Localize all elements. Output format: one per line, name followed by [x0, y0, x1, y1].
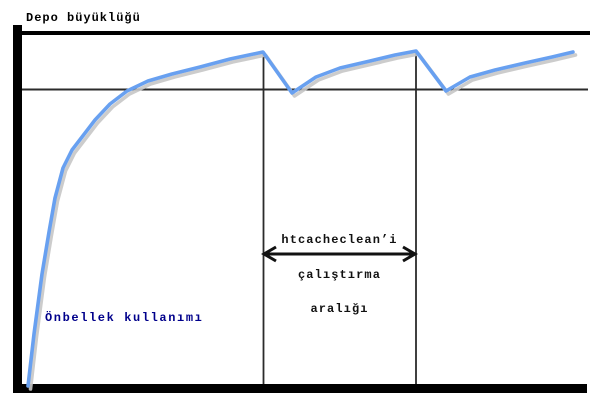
cache-usage-curve [26, 49, 575, 388]
annotation-line-3: aralığı [310, 302, 369, 316]
chart-title: Depo büyüklüğü [26, 11, 141, 25]
series-label: Önbellek kullanımı [45, 311, 204, 325]
x-axis [13, 384, 587, 393]
arrow-head-left [261, 245, 277, 263]
annotation-line-1: htcacheclean’i [281, 233, 398, 247]
annotation-line-2: çalıştırma [297, 267, 381, 282]
interval-annotation: htcacheclean’i çalıştırma aralığı [263, 212, 416, 339]
curve-shadow [28, 52, 578, 391]
y-axis [13, 25, 22, 393]
arrow-head-right [402, 245, 418, 263]
